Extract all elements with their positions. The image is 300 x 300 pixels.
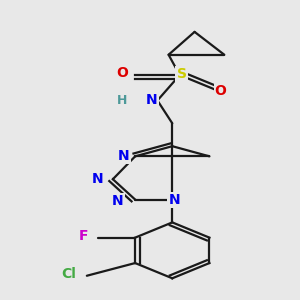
Text: O: O <box>116 65 128 80</box>
Text: O: O <box>215 84 226 98</box>
Text: N: N <box>146 94 158 107</box>
Text: H: H <box>117 94 127 107</box>
Text: N: N <box>112 194 124 208</box>
Text: N: N <box>168 193 180 207</box>
Text: Cl: Cl <box>61 268 76 281</box>
Text: N: N <box>118 149 130 164</box>
Text: F: F <box>78 230 88 243</box>
Text: N: N <box>92 172 103 186</box>
Text: S: S <box>177 67 187 81</box>
